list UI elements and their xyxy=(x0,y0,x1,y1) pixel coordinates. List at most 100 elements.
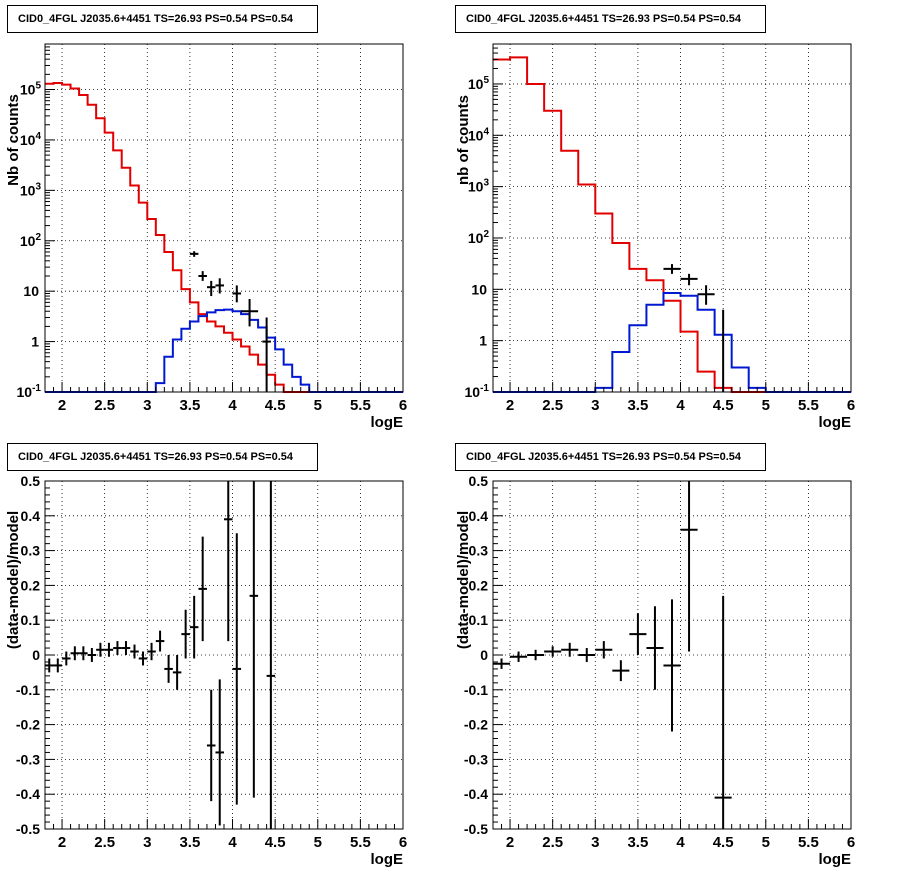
panel-4-data-point-5 xyxy=(578,648,596,662)
panel-4-xtick-label-5: 4.5 xyxy=(713,834,734,851)
panel-3-title: CID0_4FGL J2035.6+4451 TS=26.93 PS=0.54 … xyxy=(7,443,318,471)
panel-4-ytick-label-3: -0.2 xyxy=(464,717,488,733)
panel-2-xtick-label-8: 6 xyxy=(847,397,855,414)
panel-4-xlabel: logE xyxy=(819,851,852,868)
panel-3-xlabel: logE xyxy=(371,851,404,868)
panel-1-ytick-label-1: 1 xyxy=(31,334,39,350)
panel-3-data-point-22 xyxy=(232,533,242,805)
panel-4-title: CID0_4FGL J2035.6+4451 TS=26.93 PS=0.54 … xyxy=(455,443,766,471)
panel-2-data-point-0 xyxy=(663,264,681,274)
panel-3-data-point-3 xyxy=(70,646,80,661)
panel-4-ytick-label-7: 0.2 xyxy=(469,577,489,593)
panel-3-ytick-label-6: 0.1 xyxy=(21,612,41,628)
panel-2-xtick-label-0: 2 xyxy=(506,397,514,414)
panel-1-data-point-2 xyxy=(206,280,216,297)
panel-3-ylabel: (data-model)/model xyxy=(5,511,22,649)
panel-3-data-point-11 xyxy=(138,651,148,666)
panel-2-xtick-label-3: 3.5 xyxy=(627,397,648,414)
panel-4-data-point-1 xyxy=(510,651,528,662)
panel-3-data-point-17 xyxy=(189,595,199,659)
panel-4-ytick-label-5: 0 xyxy=(480,647,488,663)
panel-2-ytick-label-1: 1 xyxy=(479,333,487,349)
panel-2-xlabel: logE xyxy=(819,414,852,431)
panel-2-ytick-label-3: 102 xyxy=(468,229,490,246)
panel-1-model-total-line xyxy=(45,81,403,393)
panel-4-ytick-label-8: 0.3 xyxy=(469,543,489,559)
panel-3-ytick-label-8: 0.3 xyxy=(21,543,41,559)
panel-1-xtick-label-5: 4.5 xyxy=(265,397,286,414)
panel-2-ytick-label-4: 103 xyxy=(468,178,490,195)
panel-1-data-point-0 xyxy=(189,251,199,257)
panel-4-xtick-label-6: 5 xyxy=(762,834,770,851)
panel-1-data-point-1 xyxy=(198,271,207,281)
panel-4-ytick-label-10: 0.5 xyxy=(469,473,489,489)
panel-4-data-point-9 xyxy=(646,606,664,690)
panel-4-xtick-label-7: 5.5 xyxy=(798,834,819,851)
panel-2-xtick-label-7: 5.5 xyxy=(798,397,819,414)
panel-3-ytick-label-5: 0 xyxy=(32,647,40,663)
panel-3-ytick-label-3: -0.2 xyxy=(16,717,40,733)
panel-3-xtick-label-4: 4 xyxy=(228,834,237,851)
panel-3-data-point-13 xyxy=(155,630,165,652)
panel-4-data-point-11 xyxy=(680,481,698,652)
panel-4-data-point-10 xyxy=(663,599,681,732)
panel-1-xtick-label-4: 4 xyxy=(228,397,237,414)
panel-1-frame xyxy=(44,43,404,393)
panel-2-title: CID0_4FGL J2035.6+4451 TS=26.93 PS=0.54 … xyxy=(455,5,766,33)
panel-4-ytick-label-2: -0.3 xyxy=(464,751,488,767)
panel-3-data-point-6 xyxy=(96,642,105,657)
panel-1-ylabel: Nb of counts xyxy=(5,94,22,186)
panel-3-xtick-label-0: 2 xyxy=(58,834,66,851)
panel-4-data-point-0 xyxy=(493,658,511,669)
panel-1-ytick-label-0: 10-1 xyxy=(17,383,42,400)
panel-2-ytick-label-2: 10 xyxy=(471,281,487,297)
panel-3-data-point-24 xyxy=(266,481,276,829)
panel-3-data-point-18 xyxy=(198,536,207,642)
panel-4-data-point-4 xyxy=(561,642,579,657)
panel-4-xtick-label-3: 3.5 xyxy=(627,834,648,851)
panel-3-data-point-2 xyxy=(62,651,71,666)
panel-4-xtick-label-2: 3 xyxy=(591,834,599,851)
panel-3-xtick-label-6: 5 xyxy=(314,834,322,851)
panel-1-ytick-label-2: 10 xyxy=(23,283,39,299)
panel-1-ytick-label-3: 102 xyxy=(20,232,42,249)
panel-4-data-point-7 xyxy=(612,660,630,682)
panel-4-ylabel: (data-model)/model xyxy=(455,511,472,649)
panel-3-xtick-label-1: 2.5 xyxy=(94,834,115,851)
panel-3-ytick-label-9: 0.4 xyxy=(21,508,41,524)
panel-4-data-point-3 xyxy=(544,646,562,657)
panel-3-data-point-19 xyxy=(206,689,216,802)
panel-3-data-point-4 xyxy=(79,646,88,661)
panel-1-xtick-label-3: 3.5 xyxy=(179,397,200,414)
panel-3-data-point-7 xyxy=(104,642,114,657)
panel-1-data-point-5 xyxy=(241,298,259,327)
panel-3-xtick-label-2: 3 xyxy=(143,834,151,851)
panel-4-xtick-label-1: 2.5 xyxy=(542,834,563,851)
panel-4-xtick-label-0: 2 xyxy=(506,834,514,851)
panel-3-data-point-0 xyxy=(45,658,54,673)
panel-3-data-point-10 xyxy=(130,644,139,659)
panel-4-ytick-label-6: 0.1 xyxy=(469,612,489,628)
panel-1-model-source-line xyxy=(45,308,403,393)
panel-3-ytick-label-2: -0.3 xyxy=(16,751,40,767)
panel-1-ytick-label-6: 105 xyxy=(20,81,42,98)
panel-3-data-point-16 xyxy=(181,609,190,659)
panel-4-ytick-label-1: -0.4 xyxy=(464,786,488,802)
panel-3-xtick-label-7: 5.5 xyxy=(350,834,371,851)
panel-3-xtick-label-8: 6 xyxy=(399,834,407,851)
panel-4-ytick-label-0: -0.5 xyxy=(464,821,488,837)
panel-1-ytick-label-5: 104 xyxy=(20,131,42,148)
panel-3-data-point-1 xyxy=(53,658,63,673)
panel-1-xtick-label-0: 2 xyxy=(58,397,66,414)
panel-3-data-point-21 xyxy=(224,481,233,642)
panel-2-model-source-line xyxy=(493,291,851,393)
panel-1-title: CID0_4FGL J2035.6+4451 TS=26.93 PS=0.54 … xyxy=(7,5,318,33)
panel-2-data-point-1 xyxy=(680,273,698,286)
panel-2-ytick-label-0: 10-1 xyxy=(465,383,490,400)
panel-1-xtick-label-6: 5 xyxy=(314,397,322,414)
panel-3-data-point-12 xyxy=(147,642,156,661)
panel-3-data-point-23 xyxy=(249,481,259,798)
panel-3-data-point-14 xyxy=(164,655,173,683)
panel-3-ytick-label-1: -0.4 xyxy=(16,786,40,802)
